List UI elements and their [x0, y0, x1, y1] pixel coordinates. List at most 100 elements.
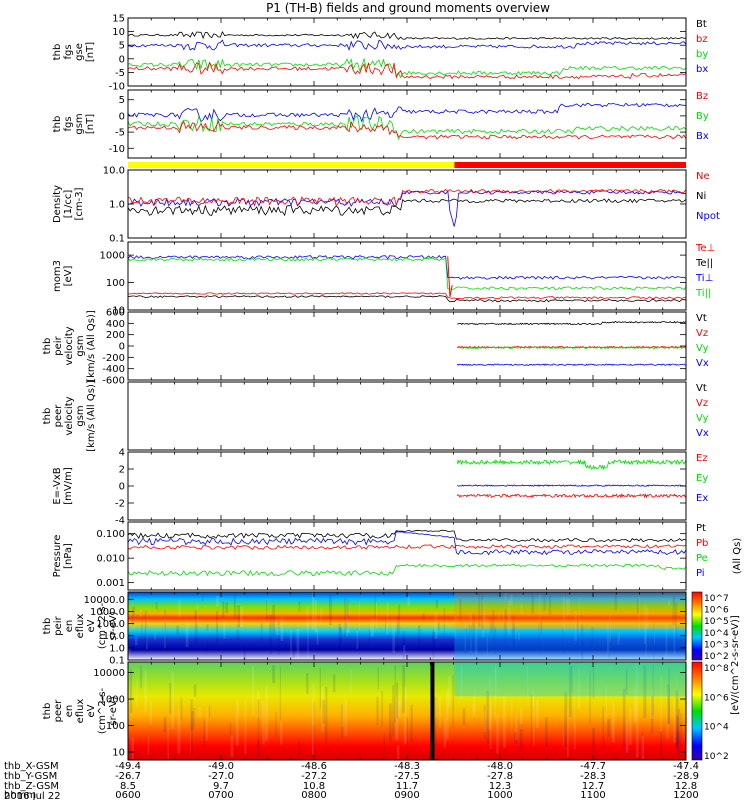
x-tick-label: -48.3	[394, 761, 420, 772]
y-tick-label: 100	[106, 278, 125, 289]
spectrogram-texture	[180, 697, 183, 721]
spectrogram-texture	[512, 615, 515, 652]
y-tick-label: 5	[119, 41, 125, 52]
spectrogram-texture	[128, 648, 131, 660]
y-axis-label: (cm^2-s-	[97, 687, 108, 734]
legend-Bx: Bx	[696, 131, 709, 142]
spectrogram-texture	[672, 596, 676, 625]
series-Te-par	[127, 295, 687, 303]
spectrogram-texture	[163, 716, 167, 733]
spectrogram-texture	[368, 630, 370, 651]
spectrogram-texture	[667, 599, 670, 607]
spectrogram-texture	[320, 607, 322, 625]
spectrogram-texture	[675, 690, 679, 749]
spectrogram-texture	[676, 715, 679, 749]
spectrogram-texture	[625, 669, 628, 695]
spectrogram-texture	[650, 689, 654, 720]
spectrogram-texture	[483, 613, 486, 625]
spectrogram-peir_spec	[128, 592, 686, 660]
spectrogram-texture	[492, 609, 495, 649]
spectrogram-texture	[481, 594, 484, 630]
spectrogram-texture	[388, 703, 392, 741]
legend-Ey: Ey	[696, 473, 708, 484]
panel-frame-vel_peer	[127, 381, 687, 451]
colorbar-tick: 10^5	[704, 617, 729, 627]
y-tick-label: 0	[119, 111, 125, 122]
spectrogram-texture	[243, 646, 247, 660]
spectrogram-texture	[581, 624, 584, 660]
spectrogram-texture	[298, 601, 301, 612]
colorbar-peer_spec	[691, 661, 703, 761]
y-tick-label: 10	[112, 306, 125, 317]
spectrogram-texture	[149, 700, 153, 725]
series-bx	[127, 39, 687, 52]
y-tick-label: 4	[119, 448, 125, 459]
y-axis-label: en	[64, 620, 75, 633]
spectrogram-texture	[403, 687, 407, 744]
y-tick-label: 10	[112, 748, 125, 759]
spectrogram-texture	[311, 592, 315, 630]
x-tick-label: 9.7	[213, 781, 229, 792]
spectrogram-texture	[252, 665, 255, 715]
spectrogram-texture	[562, 731, 564, 746]
spectrogram-texture	[578, 669, 581, 710]
x-tick-label: -48.6	[301, 761, 327, 772]
spectrogram-texture	[402, 631, 405, 660]
spectrogram-texture	[275, 712, 277, 737]
spectrogram-texture	[383, 734, 385, 754]
spectrogram-texture	[133, 601, 136, 621]
y-tick-label: 1000	[100, 251, 125, 262]
spectrogram-texture	[564, 691, 568, 747]
spectrogram-texture	[507, 600, 511, 634]
y-tick-label: 0.001	[96, 578, 125, 589]
spectrogram-texture	[370, 617, 374, 637]
spectrogram-texture	[266, 598, 269, 616]
x-tick-label: -28.3	[580, 771, 606, 782]
y-axis-label: gsm	[74, 113, 85, 134]
y-tick-label: 600	[106, 308, 125, 319]
spectrogram-texture	[653, 621, 655, 660]
spectrogram-texture	[298, 740, 301, 758]
spectrogram-texture	[443, 608, 445, 637]
spectrogram-texture	[565, 596, 568, 618]
spectrogram-texture	[265, 599, 268, 622]
spectrogram-texture	[374, 595, 376, 618]
spectrogram-texture	[448, 675, 451, 708]
x-tick-label: 12.8	[675, 781, 697, 792]
spectrogram-texture	[502, 695, 506, 748]
spectrogram-texture	[666, 691, 669, 739]
spectrogram-texture	[206, 623, 209, 631]
x-axis-row-label: thb_Y-GSM	[4, 771, 57, 782]
y-axis-label: sr-eV)	[108, 696, 119, 725]
spectrogram-texture	[503, 609, 507, 643]
x-tick-label: 0700	[208, 790, 233, 800]
plot-title: P1 (TH-B) fields and ground moments over…	[266, 1, 550, 15]
series-Ey	[456, 458, 687, 471]
x-tick-label: -27.0	[208, 771, 234, 782]
spectrogram-texture	[636, 720, 639, 758]
y-axis-label: Density	[52, 185, 63, 223]
y-tick-label: 1000	[100, 695, 125, 706]
y-tick-label: 2	[119, 465, 125, 476]
spectrogram-texture	[545, 717, 548, 747]
spectrogram-texture	[144, 670, 147, 713]
y-tick-label: 1.0	[109, 200, 125, 211]
spectrogram-texture	[396, 745, 400, 760]
spectrogram-texture	[201, 594, 204, 602]
spectrogram-texture	[193, 708, 195, 727]
state-bar-yellow	[128, 162, 455, 168]
x-tick-label: -49.4	[115, 761, 141, 772]
spectrogram-texture	[530, 694, 532, 745]
y-tick-label: 1000.0	[90, 607, 125, 618]
spectrogram-texture	[543, 593, 546, 611]
spectrogram-texture	[403, 645, 406, 655]
spectrogram-texture	[319, 667, 321, 709]
spectrogram-texture	[235, 699, 239, 746]
spectrogram-texture	[313, 701, 315, 756]
spectrogram-texture	[257, 699, 260, 758]
y-tick-label: 0	[119, 482, 125, 493]
legend-Ti||: Ti||	[695, 288, 711, 299]
legend-Ni: Ni	[696, 191, 706, 202]
series-Ti-par	[127, 257, 687, 291]
